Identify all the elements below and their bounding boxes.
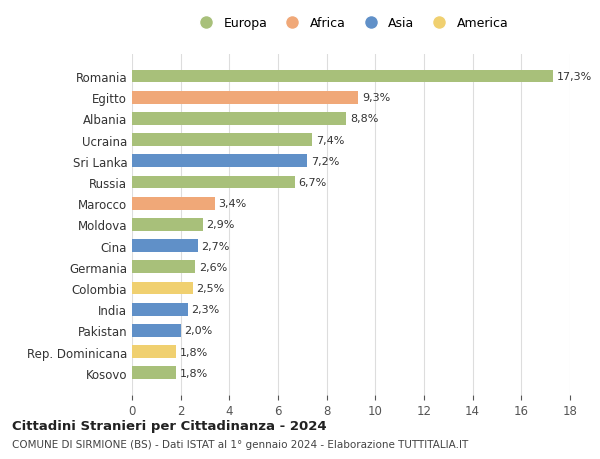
Text: 7,4%: 7,4% [316, 135, 344, 146]
Text: 2,0%: 2,0% [184, 326, 212, 336]
Bar [132, 367, 176, 379]
Text: 1,8%: 1,8% [179, 368, 208, 378]
Text: 1,8%: 1,8% [179, 347, 208, 357]
Text: 6,7%: 6,7% [299, 178, 327, 188]
Bar [132, 240, 198, 252]
Text: 2,5%: 2,5% [196, 283, 225, 293]
Legend: Europa, Africa, Asia, America: Europa, Africa, Asia, America [193, 17, 509, 30]
Bar [132, 325, 181, 337]
Text: 2,9%: 2,9% [206, 220, 235, 230]
Bar [132, 113, 346, 125]
Bar [132, 218, 203, 231]
Text: 7,2%: 7,2% [311, 157, 339, 167]
Bar [132, 346, 176, 358]
Text: 8,8%: 8,8% [350, 114, 378, 124]
Text: 17,3%: 17,3% [557, 72, 592, 82]
Text: 3,4%: 3,4% [218, 199, 247, 209]
Bar [132, 155, 307, 168]
Text: 2,7%: 2,7% [202, 241, 230, 251]
Bar [132, 134, 312, 147]
Text: 9,3%: 9,3% [362, 93, 390, 103]
Bar [132, 197, 215, 210]
Text: 2,6%: 2,6% [199, 262, 227, 272]
Bar [132, 282, 193, 295]
Text: 2,3%: 2,3% [191, 304, 220, 314]
Bar [132, 71, 553, 83]
Text: Cittadini Stranieri per Cittadinanza - 2024: Cittadini Stranieri per Cittadinanza - 2… [12, 419, 326, 432]
Bar [132, 261, 195, 274]
Bar [132, 176, 295, 189]
Text: COMUNE DI SIRMIONE (BS) - Dati ISTAT al 1° gennaio 2024 - Elaborazione TUTTITALI: COMUNE DI SIRMIONE (BS) - Dati ISTAT al … [12, 440, 468, 449]
Bar [132, 303, 188, 316]
Bar [132, 92, 358, 104]
